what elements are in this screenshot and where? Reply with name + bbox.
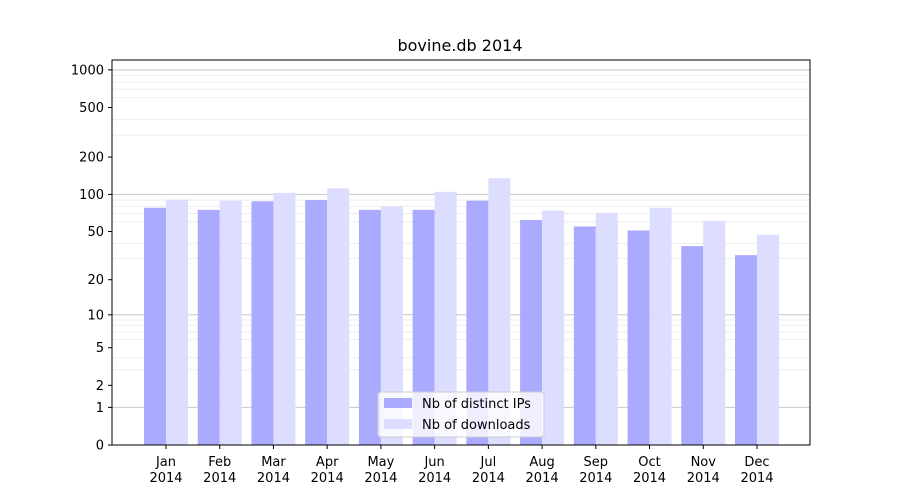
x-tick-label-year: 2014 [149, 471, 182, 486]
x-tick-label-month: Aug [529, 455, 554, 470]
bar-downloads [380, 206, 403, 445]
legend-swatch-downloads [384, 419, 412, 429]
bar-downloads [434, 191, 457, 445]
x-tick-label-month: Dec [744, 455, 769, 470]
legend-label-ips: Nb of distinct IPs [422, 397, 531, 412]
legend: Nb of distinct IPs Nb of downloads [377, 391, 545, 438]
bar-downloads [542, 210, 565, 445]
x-tick-label-month: Jun [423, 455, 444, 470]
legend-swatch-ips [384, 398, 412, 408]
x-tick-label-year: 2014 [740, 471, 773, 486]
bar-ips [144, 207, 166, 445]
legend-frame [377, 391, 545, 438]
bar-downloads [273, 192, 296, 445]
y-tick-label: 0 [96, 439, 104, 454]
x-tick-label-month: Sep [584, 455, 609, 470]
bar-downloads [166, 199, 188, 445]
bar-downloads [649, 207, 672, 445]
x-tick-label-month: Apr [316, 455, 339, 470]
x-tick-label-year: 2014 [579, 471, 612, 486]
y-tick-label: 10 [87, 308, 104, 323]
x-axis: Jan2014Feb2014Mar2014Apr2014May2014Jun20… [149, 445, 774, 486]
bar-ips [305, 200, 328, 445]
x-tick-label-month: Nov [691, 455, 717, 470]
bar-downloads [595, 212, 618, 445]
bars [144, 178, 779, 445]
y-tick-label: 2 [96, 379, 104, 394]
x-tick-label-month: May [367, 455, 394, 470]
y-tick-label: 50 [87, 225, 104, 240]
x-tick-label-year: 2014 [311, 471, 344, 486]
bar-ips [197, 209, 220, 445]
x-tick-label-month: Jul [480, 455, 497, 470]
bar-ips [735, 255, 757, 445]
y-tick-label: 1000 [71, 63, 104, 78]
x-tick-label-year: 2014 [257, 471, 290, 486]
y-tick-label: 5 [96, 341, 104, 356]
y-tick-label: 500 [79, 101, 104, 116]
x-tick-label-year: 2014 [526, 471, 559, 486]
y-tick-label: 20 [87, 273, 104, 288]
y-tick-label: 100 [79, 188, 104, 203]
x-tick-label-month: Mar [261, 455, 286, 470]
x-tick-label-year: 2014 [203, 471, 236, 486]
x-tick-label-month: Oct [638, 455, 660, 470]
bar-downloads [703, 220, 726, 445]
x-tick-label-year: 2014 [633, 471, 666, 486]
bar-ips [412, 209, 435, 445]
bar-ips [466, 200, 489, 445]
x-tick-label-year: 2014 [364, 471, 397, 486]
x-tick-label-month: Feb [208, 455, 231, 470]
bar-ips [358, 209, 381, 445]
bar-downloads [757, 234, 779, 445]
x-tick-label-year: 2014 [472, 471, 505, 486]
bar-ips [520, 220, 543, 445]
bar-ips [573, 226, 596, 445]
bar-ips [251, 201, 274, 445]
y-axis: 0 1 2 5 10 20 50 100 200 500 1000 [71, 63, 112, 454]
bar-downloads [219, 200, 242, 445]
y-tick-label: 200 [79, 151, 104, 166]
chart-title: bovine.db 2014 [397, 36, 522, 55]
y-tick-label: 1 [96, 401, 104, 416]
bar-ips [627, 230, 650, 445]
x-tick-label-year: 2014 [687, 471, 720, 486]
bar-downloads [327, 188, 350, 445]
bar-ips [681, 246, 704, 445]
plot-frame [111, 59, 811, 446]
x-tick-label-year: 2014 [418, 471, 451, 486]
bar-downloads [488, 178, 511, 445]
legend-label-downloads: Nb of downloads [422, 418, 531, 433]
x-tick-label-month: Jan [155, 455, 176, 470]
